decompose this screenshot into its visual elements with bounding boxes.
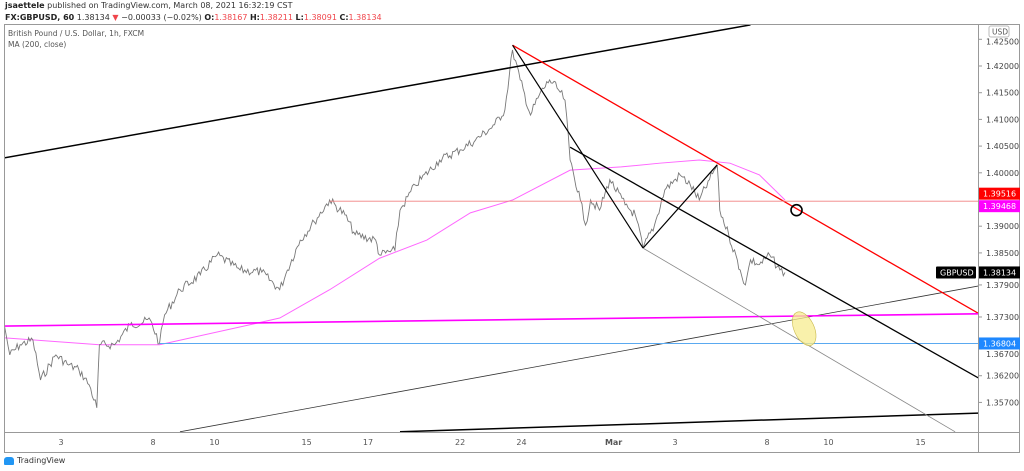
trend-line: [642, 164, 718, 249]
high-label: H:: [249, 13, 260, 22]
high-value: 1.38211: [259, 13, 293, 22]
publish-info: jsaettele published on TradingView.com, …: [5, 1, 293, 10]
last-price: 1.38134: [76, 13, 110, 22]
open-label: O:: [204, 13, 215, 22]
y-tick-label: 1.41000: [986, 115, 1019, 124]
y-tick-label: 1.37300: [986, 313, 1019, 322]
price-tag-value: 1.39516: [983, 190, 1016, 199]
low-value: 1.38091: [303, 13, 337, 22]
highlight-ellipse: [792, 311, 817, 346]
y-tick-label: 1.36200: [986, 372, 1019, 381]
publish-text: published on TradingView.com, March 08, …: [47, 1, 293, 10]
price-tag-value: 1.36804: [983, 339, 1016, 348]
price-tag: [979, 337, 1020, 350]
legend-ma[interactable]: MA (200, close): [8, 40, 67, 49]
x-tick-label: 8: [151, 438, 156, 447]
symbol-tag-label: GBPUSD: [940, 268, 974, 277]
y-tick-label: 1.35700: [986, 398, 1019, 407]
price-tag: [979, 200, 1020, 213]
x-tick-label: 10: [209, 438, 219, 447]
price-line: [5, 49, 786, 408]
x-tick-label: 10: [823, 438, 833, 447]
x-tick-label: 22: [455, 438, 465, 447]
price-tag: [979, 187, 1020, 200]
price-tag: [979, 266, 1020, 279]
price-change: −0.00033 (−0.02%): [121, 13, 202, 22]
y-tick-label: 1.41500: [986, 89, 1019, 98]
x-tick-label: 15: [302, 438, 312, 447]
triangle-down-icon: ▼: [112, 13, 119, 22]
trend-line: [5, 25, 751, 159]
trend-line: [5, 312, 978, 327]
price-tag-value: 1.39468: [983, 202, 1016, 211]
x-tick-label: 15: [916, 438, 926, 447]
x-tick-label: 24: [516, 438, 526, 447]
trend-line: [512, 44, 978, 314]
x-tick-label: 17: [363, 438, 373, 447]
author-name[interactable]: jsaettele: [5, 1, 45, 10]
open-value: 1.38167: [214, 13, 248, 22]
symbol-label: FX:GBPUSD, 60: [5, 13, 75, 22]
x-tick-label: 8: [765, 438, 770, 447]
x-tick-label: 3: [58, 438, 63, 447]
trend-line: [642, 247, 956, 432]
tradingview-logo-icon: [4, 456, 14, 465]
y-tick-label: 1.38500: [986, 249, 1019, 258]
trend-line: [399, 412, 978, 432]
ohlc-bar: FX:GBPUSD, 60 1.38134 ▼ −0.00033 (−0.02%…: [5, 13, 382, 22]
price-tag-value: 1.38134: [983, 268, 1016, 277]
trend-line: [512, 44, 644, 249]
y-tick-label: 1.36700: [986, 350, 1019, 359]
close-value: 1.38134: [348, 13, 382, 22]
symbol-tag: [936, 266, 976, 279]
y-tick-label: 1.39000: [986, 222, 1019, 231]
y-tick-label: 1.42000: [986, 62, 1019, 71]
low-label: L:: [295, 13, 304, 22]
trend-line: [569, 146, 978, 379]
y-tick-label: 1.42500: [986, 38, 1019, 47]
y-tick-label: 1.37900: [986, 281, 1019, 290]
chart-frame: [4, 24, 1020, 453]
x-axis[interactable]: 3 8 10 15 17 22 24 Mar 3 8 10 15: [58, 438, 925, 447]
y-tick-label: 1.40500: [986, 142, 1019, 151]
close-label: C:: [339, 13, 349, 22]
plot-area: [5, 25, 978, 432]
price-tags: 1.39516 1.39468 1.38134 GBPUSD 1.36804: [936, 187, 1020, 350]
x-tick-label: Mar: [605, 438, 622, 447]
x-tick-label: 3: [672, 438, 677, 447]
circle-marker: [790, 203, 803, 217]
currency-label: USD: [992, 28, 1008, 37]
y-tick-label: 1.40000: [986, 169, 1019, 178]
tradingview-logo[interactable]: TradingView: [4, 456, 65, 465]
legend-title[interactable]: British Pound / U.S. Dollar, 1h, FXCM: [8, 29, 145, 38]
currency-badge: [988, 25, 1010, 38]
ma-line: [5, 159, 786, 346]
trend-line: [179, 285, 978, 432]
logo-text: TradingView: [17, 456, 66, 465]
